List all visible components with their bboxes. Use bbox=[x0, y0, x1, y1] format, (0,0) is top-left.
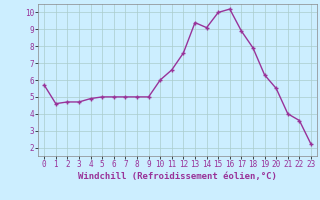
X-axis label: Windchill (Refroidissement éolien,°C): Windchill (Refroidissement éolien,°C) bbox=[78, 172, 277, 181]
